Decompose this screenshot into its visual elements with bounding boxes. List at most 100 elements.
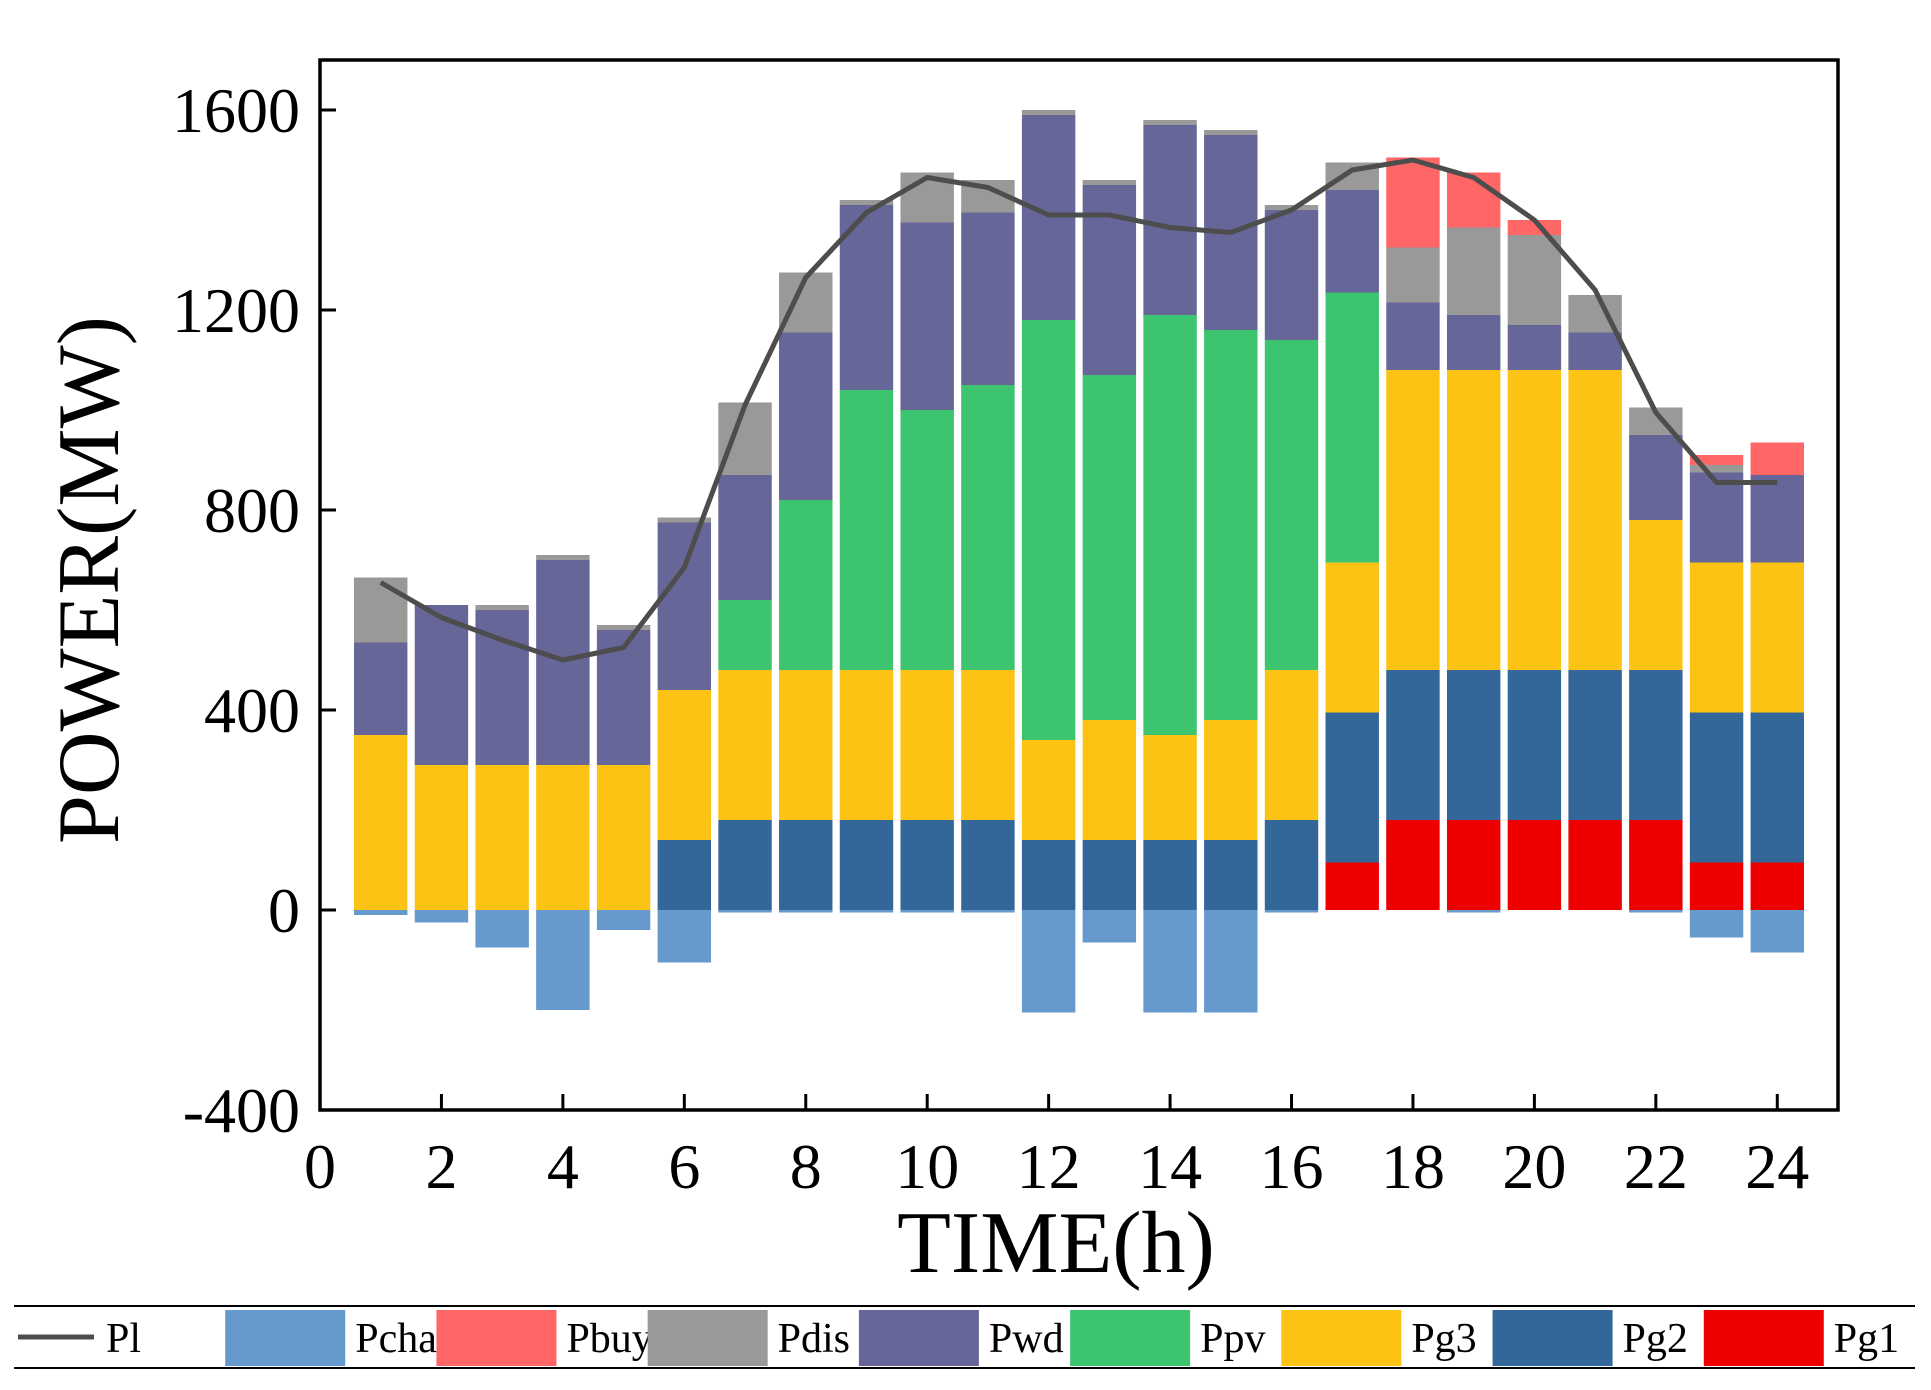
bar-pbuy-h20 — [1507, 220, 1562, 235]
bar-pdis-h15 — [1204, 130, 1258, 135]
bar-pcha-h19 — [1446, 910, 1501, 913]
legend-label-pbuy: Pbuy — [566, 1316, 652, 1362]
bar-pg1-h20 — [1507, 820, 1562, 910]
bar-pg3-h1 — [354, 735, 408, 910]
y-tick-label: 400 — [204, 675, 300, 746]
bar-pdis-h1 — [354, 577, 408, 643]
bar-pwd-h18 — [1386, 302, 1440, 370]
bar-ppv-h9 — [839, 390, 894, 670]
y-tick-label: -400 — [183, 1075, 300, 1146]
bar-pdis-h20 — [1507, 235, 1562, 325]
bar-pg3-h16 — [1264, 670, 1319, 820]
bar-pcha-h10 — [900, 910, 954, 913]
legend-swatch-pcha — [225, 1310, 346, 1366]
bar-pwd-h2 — [414, 605, 469, 765]
bar-ppv-h14 — [1143, 315, 1197, 735]
bar-pg3-h14 — [1143, 735, 1197, 840]
bar-pcha-h22 — [1629, 910, 1683, 913]
stacked-bars — [354, 110, 1804, 1013]
bar-pwd-h16 — [1264, 210, 1319, 340]
bar-ppv-h7 — [718, 600, 772, 670]
bar-pg3-h13 — [1082, 720, 1137, 840]
bar-pwd-h22 — [1629, 435, 1683, 520]
bar-pg3-h6 — [657, 690, 712, 840]
bar-pcha-h3 — [475, 910, 529, 948]
y-tick-label: 0 — [268, 875, 300, 946]
bar-pwd-h7 — [718, 475, 772, 600]
bar-pg1-h17 — [1325, 862, 1379, 910]
legend-swatch-pdis — [647, 1310, 768, 1366]
bar-pcha-h16 — [1264, 910, 1319, 913]
legend-label-pdis: Pdis — [778, 1316, 850, 1362]
bar-pg2-h10 — [900, 820, 954, 910]
bar-pdis-h9 — [839, 200, 894, 205]
bar-pwd-h1 — [354, 642, 408, 735]
y-axis-title: POWER(MW) — [41, 316, 138, 844]
bar-pcha-h23 — [1689, 910, 1744, 938]
bar-pbuy-h19 — [1446, 172, 1501, 228]
bar-pg1-h19 — [1446, 820, 1501, 910]
bar-pcha-h2 — [414, 910, 469, 923]
bar-pg2-h14 — [1143, 840, 1197, 910]
bar-pwd-h14 — [1143, 125, 1197, 315]
legend-label-pl: Pl — [106, 1316, 141, 1362]
bar-pg3-h19 — [1446, 370, 1501, 670]
bar-ppv-h16 — [1264, 340, 1319, 670]
bar-pwd-h17 — [1325, 190, 1379, 293]
bar-pwd-h6 — [657, 522, 712, 690]
bar-pg3-h8 — [779, 670, 833, 820]
bar-pg2-h20 — [1507, 670, 1562, 820]
bar-pwd-h23 — [1689, 472, 1744, 563]
bar-pwd-h11 — [961, 212, 1015, 385]
bar-pdis-h14 — [1143, 120, 1197, 125]
bar-pg3-h2 — [414, 765, 469, 910]
bar-pwd-h10 — [900, 222, 954, 410]
bar-pg2-h24 — [1750, 712, 1804, 863]
y-tick-label: 800 — [204, 475, 300, 546]
bar-pg1-h23 — [1689, 862, 1744, 910]
bar-pwd-h8 — [779, 332, 833, 500]
bar-pg3-h24 — [1750, 562, 1804, 713]
bar-pdis-h5 — [596, 625, 651, 630]
bar-pg2-h9 — [839, 820, 894, 910]
bar-pg3-h5 — [596, 765, 651, 910]
legend-label-pg1: Pg1 — [1834, 1316, 1899, 1362]
x-tick-label: 2 — [425, 1131, 457, 1202]
bar-pg2-h17 — [1325, 712, 1379, 863]
bar-pg2-h6 — [657, 840, 712, 910]
bar-pg3-h15 — [1204, 720, 1258, 840]
bar-pwd-h24 — [1750, 475, 1804, 563]
bar-pg2-h22 — [1629, 670, 1683, 820]
load-line — [379, 157, 1778, 663]
bar-pg3-h9 — [839, 670, 894, 820]
bar-pcha-h11 — [961, 910, 1015, 913]
legend-swatch-pg2 — [1492, 1310, 1613, 1366]
y-tick-label: 1200 — [172, 275, 300, 346]
bar-pdis-h4 — [536, 555, 590, 560]
x-tick-label: 0 — [304, 1131, 336, 1202]
bar-pg3-h12 — [1021, 740, 1076, 840]
bar-pbuy-h18 — [1386, 157, 1440, 248]
bar-pdis-h23 — [1689, 465, 1744, 473]
bar-pg2-h13 — [1082, 840, 1137, 910]
x-tick-label: 4 — [547, 1131, 579, 1202]
bar-pg3-h18 — [1386, 370, 1440, 670]
legend-label-pg2: Pg2 — [1623, 1316, 1688, 1362]
legend-swatch-ppv — [1070, 1310, 1191, 1366]
bar-pg2-h11 — [961, 820, 1015, 910]
bar-pg3-h10 — [900, 670, 954, 820]
legend-swatch-pg1 — [1703, 1310, 1824, 1366]
x-tick-label: 22 — [1624, 1131, 1688, 1202]
bar-pcha-h1 — [354, 910, 408, 915]
bar-pg3-h20 — [1507, 370, 1562, 670]
bar-pcha-h7 — [718, 910, 772, 913]
bar-pg3-h23 — [1689, 562, 1744, 713]
bar-pg3-h21 — [1568, 370, 1622, 670]
bar-pdis-h3 — [475, 605, 529, 610]
x-tick-label: 20 — [1502, 1131, 1566, 1202]
legend-label-pwd: Pwd — [989, 1316, 1064, 1362]
bar-pwd-h9 — [839, 205, 894, 390]
legend-label-pcha: Pcha — [355, 1316, 437, 1362]
bar-pcha-h14 — [1143, 910, 1197, 1013]
